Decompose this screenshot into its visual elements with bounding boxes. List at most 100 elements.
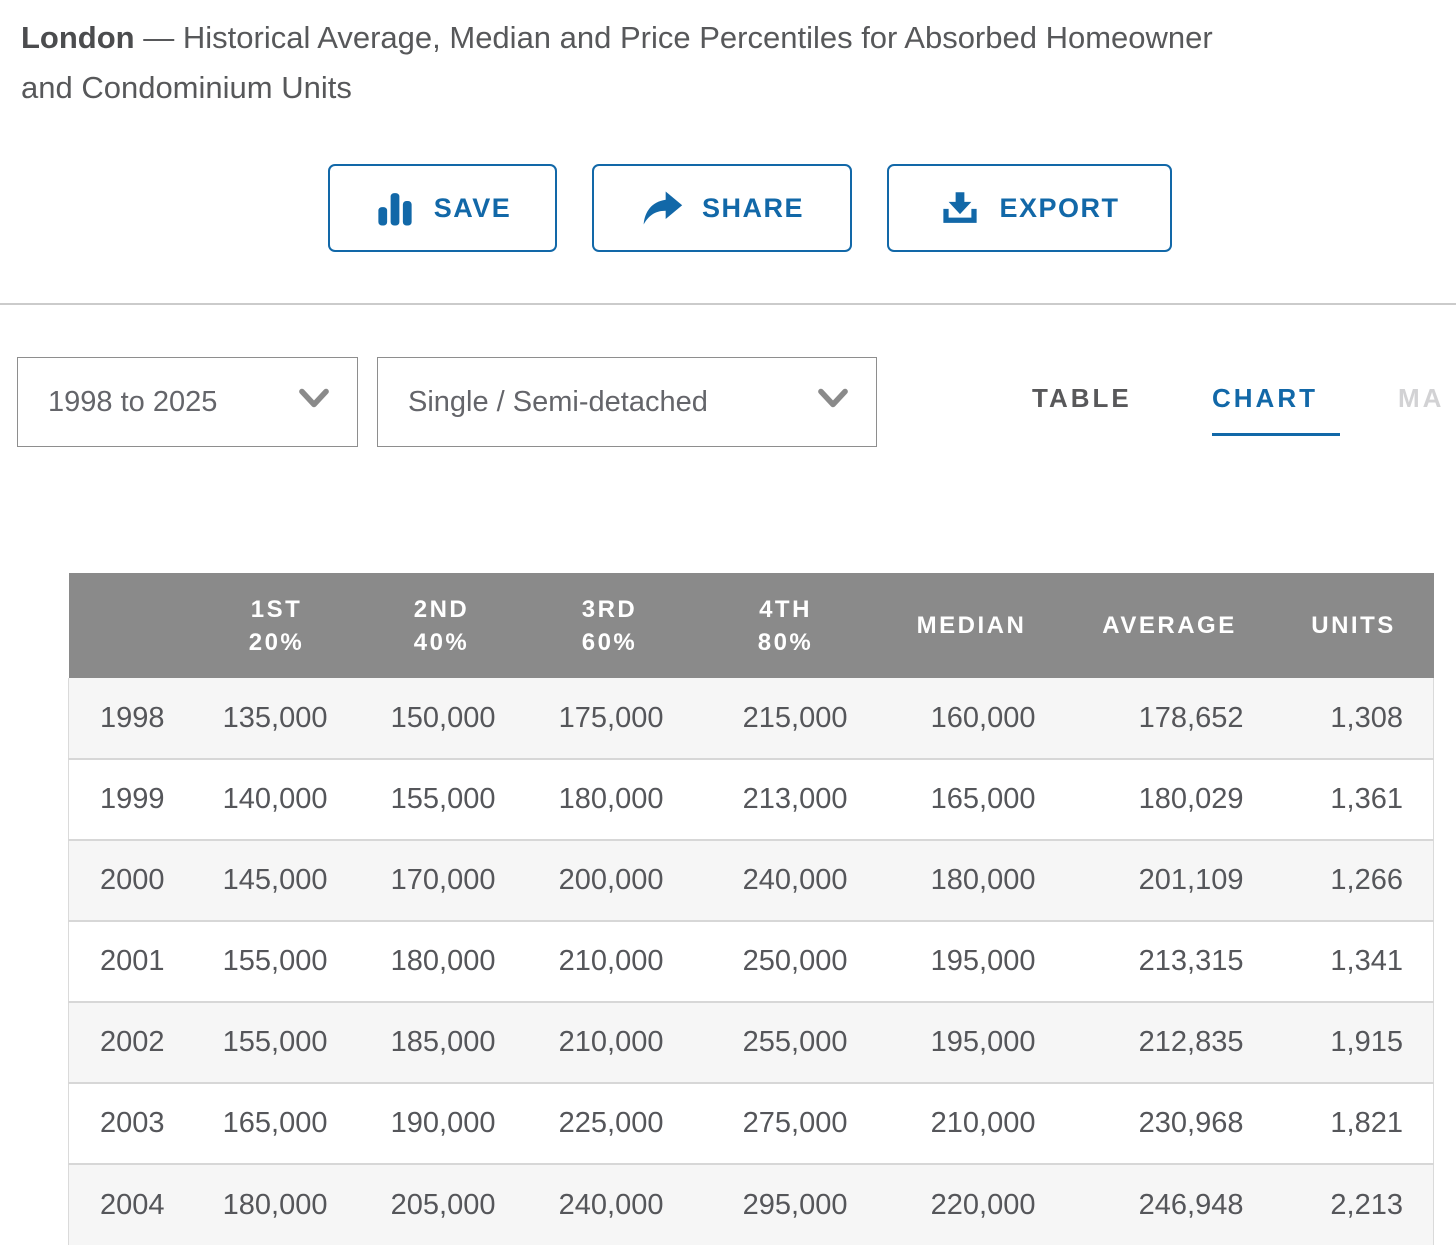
cell-year: 2004 [68,1163,196,1245]
cell-2nd-40: 205,000 [357,1163,526,1245]
cell-average: 230,968 [1065,1082,1274,1164]
chevron-down-icon [816,385,850,419]
cell-units: 1,308 [1273,678,1434,759]
page-title: London — Historical Average, Median and … [21,13,1221,113]
section-divider [0,303,1456,305]
cell-3rd-60: 200,000 [525,839,694,921]
toolbar: SAVE SHARE EXPORT [328,164,1456,252]
cell-average: 201,109 [1065,839,1274,921]
table-header: 1ST 20% 2ND 40% 3RD 60% 4TH 80% MEDIAN A… [68,573,1434,678]
col-header-median: MEDIAN [877,573,1066,678]
share-arrow-icon [640,186,684,230]
cell-units: 2,213 [1273,1163,1434,1245]
cell-4th-80: 275,000 [693,1082,878,1164]
cell-median: 165,000 [877,758,1066,840]
cell-3rd-60: 210,000 [525,920,694,1002]
cell-3rd-60: 210,000 [525,1001,694,1083]
active-tab-underline [1212,433,1340,436]
date-range-dropdown[interactable]: 1998 to 2025 [17,357,358,447]
page-title-rest: Historical Average, Median and Price Per… [21,20,1213,105]
cell-year: 1998 [68,678,196,759]
share-button[interactable]: SHARE [592,164,852,252]
download-icon [939,187,981,229]
save-button-label: SAVE [433,192,512,223]
cell-4th-80: 215,000 [693,678,878,759]
cell-average: 213,315 [1065,920,1274,1002]
cell-year: 2000 [68,839,196,921]
cell-median: 195,000 [877,1001,1066,1083]
table-row: 2000 145,000 170,000 200,000 240,000 180… [68,839,1434,921]
col-header-1st-20: 1ST 20% [195,573,358,678]
cell-3rd-60: 175,000 [525,678,694,759]
export-button[interactable]: EXPORT [887,164,1172,252]
filter-and-tabs-row: 1998 to 2025 Single / Semi-detached TABL… [0,357,1456,447]
cell-average: 178,652 [1065,678,1274,759]
table-row: 1999 140,000 155,000 180,000 213,000 165… [68,758,1434,840]
cell-3rd-60: 180,000 [525,758,694,840]
table-row: 1998 135,000 150,000 175,000 215,000 160… [68,678,1434,759]
cell-units: 1,266 [1273,839,1434,921]
cell-2nd-40: 150,000 [357,678,526,759]
data-table-container: 1ST 20% 2ND 40% 3RD 60% 4TH 80% MEDIAN A… [68,573,1456,1245]
cell-1st-20: 155,000 [195,920,358,1002]
cell-units: 1,915 [1273,1001,1434,1083]
cell-2nd-40: 180,000 [357,920,526,1002]
date-range-value: 1998 to 2025 [48,385,218,418]
tab-map[interactable]: MA [1398,383,1445,413]
cell-1st-20: 140,000 [195,758,358,840]
cell-4th-80: 250,000 [693,920,878,1002]
cell-2nd-40: 190,000 [357,1082,526,1164]
cell-1st-20: 135,000 [195,678,358,759]
cell-units: 1,361 [1273,758,1434,840]
export-button-label: EXPORT [999,192,1120,223]
cell-median: 180,000 [877,839,1066,921]
col-header-units: UNITS [1273,573,1434,678]
dwelling-type-value: Single / Semi-detached [408,385,708,418]
col-header-3rd-60: 3RD 60% [525,573,694,678]
table-row: 2004 180,000 205,000 240,000 295,000 220… [68,1163,1434,1245]
cell-year: 2002 [68,1001,196,1083]
table-body: 1998 135,000 150,000 175,000 215,000 160… [68,678,1434,1245]
cell-units: 1,341 [1273,920,1434,1002]
cell-units: 1,821 [1273,1082,1434,1164]
share-button-label: SHARE [701,192,804,223]
cell-1st-20: 145,000 [195,839,358,921]
cell-average: 212,835 [1065,1001,1274,1083]
table-row: 2002 155,000 185,000 210,000 255,000 195… [68,1001,1434,1083]
cell-median: 220,000 [877,1163,1066,1245]
save-button[interactable]: SAVE [328,164,557,252]
cell-average: 246,948 [1065,1163,1274,1245]
table-header-row: 1ST 20% 2ND 40% 3RD 60% 4TH 80% MEDIAN A… [68,573,1434,678]
price-percentiles-table: 1ST 20% 2ND 40% 3RD 60% 4TH 80% MEDIAN A… [68,573,1434,1245]
cell-median: 210,000 [877,1082,1066,1164]
page-title-city: London [21,20,135,55]
bar-chart-icon [374,187,416,229]
tab-chart[interactable]: CHART [1212,383,1318,413]
cell-median: 195,000 [877,920,1066,1002]
col-header-year [68,573,196,678]
cell-4th-80: 255,000 [693,1001,878,1083]
cell-2nd-40: 170,000 [357,839,526,921]
cell-year: 2001 [68,920,196,1002]
cell-average: 180,029 [1065,758,1274,840]
dwelling-type-dropdown[interactable]: Single / Semi-detached [377,357,877,447]
cell-2nd-40: 155,000 [357,758,526,840]
cell-year: 1999 [68,758,196,840]
cell-2nd-40: 185,000 [357,1001,526,1083]
col-header-average: AVERAGE [1065,573,1274,678]
chevron-down-icon [297,385,331,419]
cell-4th-80: 240,000 [693,839,878,921]
cell-4th-80: 295,000 [693,1163,878,1245]
cell-1st-20: 165,000 [195,1082,358,1164]
cell-3rd-60: 225,000 [525,1082,694,1164]
cell-3rd-60: 240,000 [525,1163,694,1245]
page-title-separator: — [143,20,175,55]
col-header-2nd-40: 2ND 40% [357,573,526,678]
cell-1st-20: 155,000 [195,1001,358,1083]
table-row: 2001 155,000 180,000 210,000 250,000 195… [68,920,1434,1002]
cell-4th-80: 213,000 [693,758,878,840]
tab-table[interactable]: TABLE [1032,383,1132,413]
cell-year: 2003 [68,1082,196,1164]
col-header-4th-80: 4TH 80% [693,573,878,678]
cell-median: 160,000 [877,678,1066,759]
